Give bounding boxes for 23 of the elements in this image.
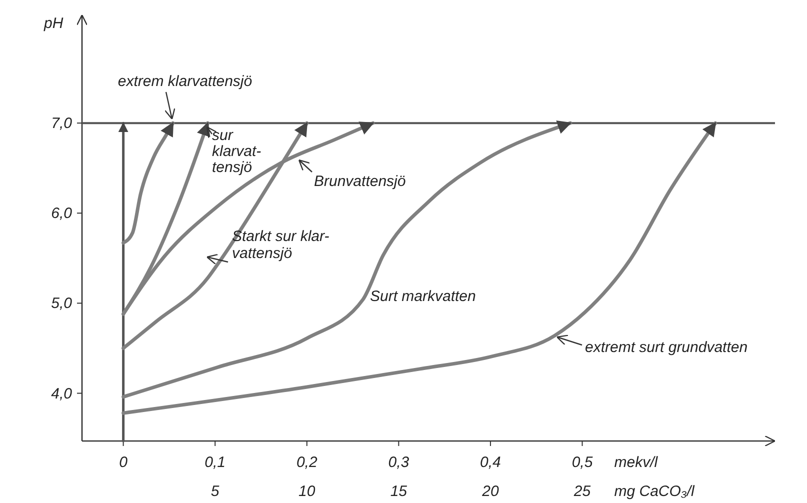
x-tick-label: 0,5 [572, 454, 594, 471]
series-label: Surt markvatten [370, 288, 476, 305]
series-label: extremt surt grundvatten [585, 339, 748, 356]
x2-tick-label: 5 [210, 483, 220, 500]
x2-axis-title: mg CaCO₃/l [614, 483, 696, 500]
text: extrem klarvattensjö [118, 73, 252, 90]
series-label: sur klarvat- tensjö [212, 127, 262, 176]
y-axis-title: pH [43, 15, 64, 32]
y-tick-label: 6,0 [51, 205, 73, 222]
x2-tick-label: 25 [572, 483, 592, 500]
y-tick-label: 5,0 [51, 295, 73, 312]
x-tick-label: 0,2 [296, 454, 318, 471]
x2-tick-label: 15 [390, 483, 408, 500]
x-axis-title: mekv/l [614, 454, 658, 471]
x-tick-label: 0,4 [480, 454, 501, 471]
series-label: Brunvattensjö [314, 173, 406, 190]
x-tick-label: 0,1 [204, 454, 226, 471]
x2-tick-label: 10 [298, 483, 316, 500]
x-tick-label: 0,3 [388, 454, 410, 471]
y-tick-label: 4,0 [51, 385, 73, 402]
y-tick-label: 7,0 [51, 115, 73, 132]
x2-tick-label: 20 [481, 483, 500, 500]
x-tick-label: 0 [119, 454, 128, 471]
